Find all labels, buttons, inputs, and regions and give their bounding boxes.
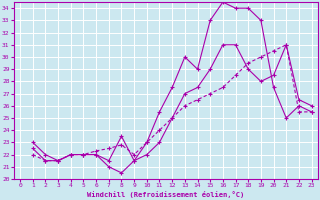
X-axis label: Windchill (Refroidissement éolien,°C): Windchill (Refroidissement éolien,°C) — [87, 191, 244, 198]
